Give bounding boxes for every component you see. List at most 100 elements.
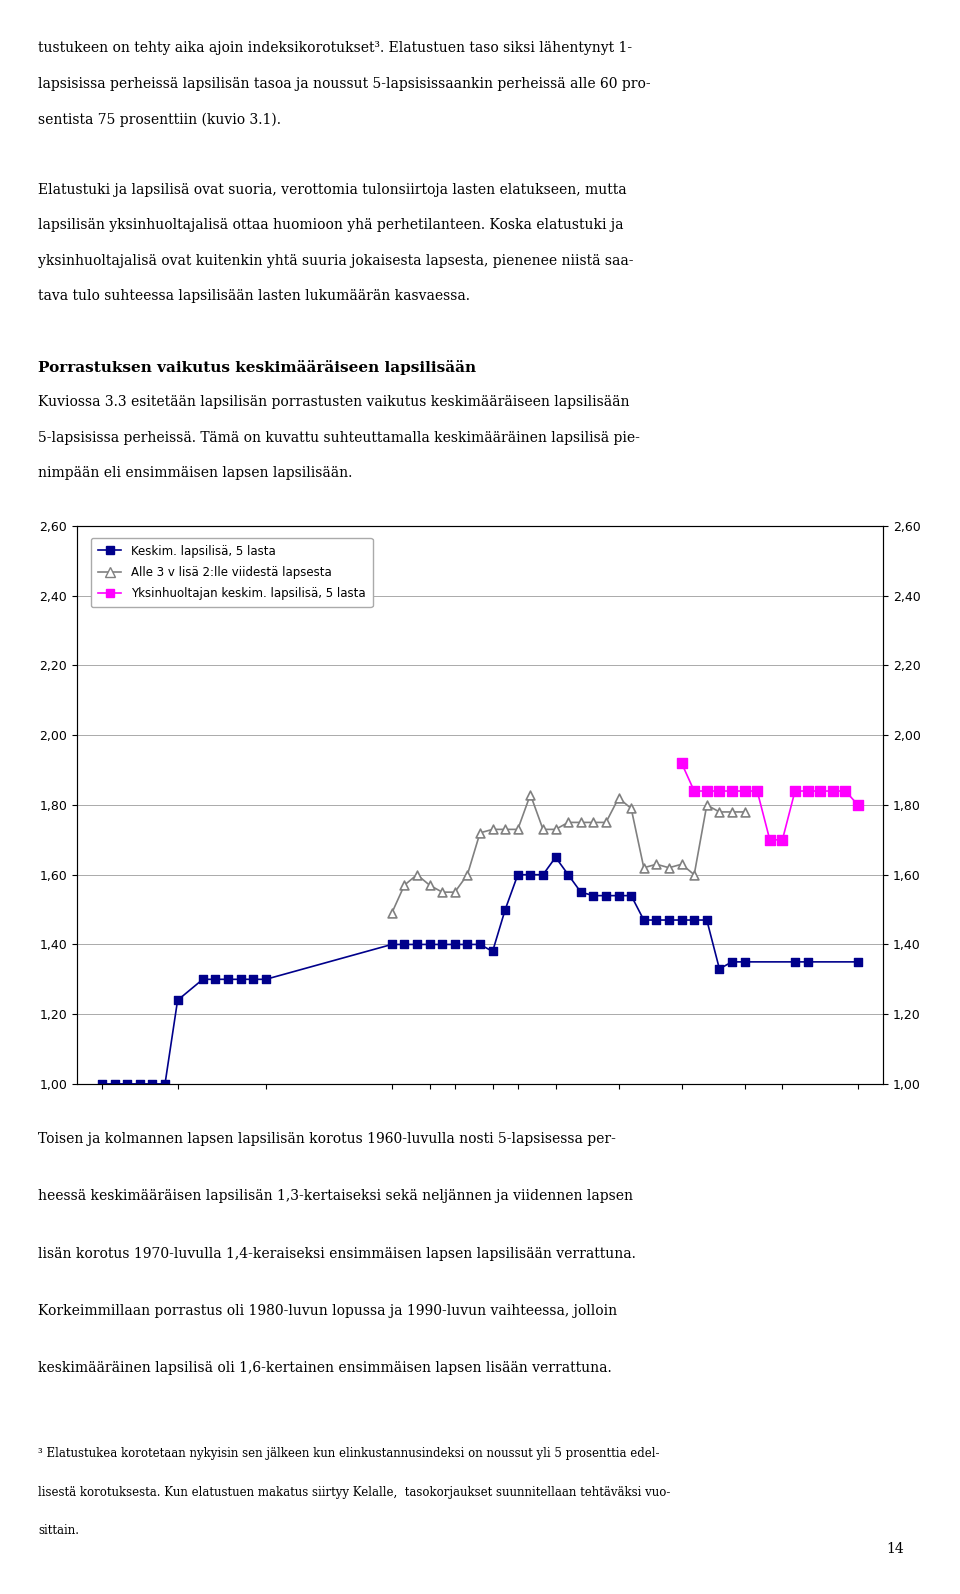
Text: keskimääräinen lapsilisä oli 1,6-kertainen ensimmäisen lapsen lisään verrattuna.: keskimääräinen lapsilisä oli 1,6-kertain… bbox=[38, 1361, 612, 1376]
Point bbox=[233, 966, 249, 991]
Point bbox=[838, 778, 853, 803]
Point bbox=[699, 792, 714, 818]
Point bbox=[548, 816, 564, 842]
Text: 14: 14 bbox=[886, 1541, 904, 1556]
Text: tava tulo suhteessa lapsilisään lasten lukumäärän kasvaessa.: tava tulo suhteessa lapsilisään lasten l… bbox=[38, 289, 470, 303]
Point bbox=[598, 883, 613, 909]
Text: Porrastuksen vaikutus keskimääräiseen lapsilisään: Porrastuksen vaikutus keskimääräiseen la… bbox=[38, 360, 476, 375]
Point bbox=[120, 1071, 135, 1097]
Text: nimpään eli ensimmäisen lapsen lapsilisään.: nimpään eli ensimmäisen lapsen lapsilisä… bbox=[38, 465, 352, 480]
Point bbox=[573, 880, 588, 905]
Point bbox=[510, 862, 525, 888]
Point bbox=[737, 799, 753, 824]
Text: sentista 75 prosenttiin (kuvio 3.1).: sentista 75 prosenttiin (kuvio 3.1). bbox=[38, 112, 281, 126]
Point bbox=[636, 907, 652, 932]
Point bbox=[649, 907, 664, 932]
Text: lapsilisän yksinhuoltajalisä ottaa huomioon yhä perhetilanteen. Koska elatustuki: lapsilisän yksinhuoltajalisä ottaa huomi… bbox=[38, 218, 624, 233]
Point bbox=[132, 1071, 148, 1097]
Point bbox=[851, 948, 866, 974]
Point bbox=[762, 827, 778, 853]
Point bbox=[724, 778, 739, 803]
Point bbox=[611, 883, 626, 909]
Text: lisän korotus 1970-luvulla 1,4-keraiseksi ensimmäisen lapsen lapsilisään verratt: lisän korotus 1970-luvulla 1,4-keraiseks… bbox=[38, 1247, 636, 1261]
Point bbox=[661, 854, 677, 880]
Point bbox=[207, 966, 223, 991]
Point bbox=[737, 948, 753, 974]
Point bbox=[435, 932, 450, 958]
Point bbox=[421, 932, 437, 958]
Point bbox=[107, 1071, 122, 1097]
Point bbox=[787, 778, 803, 803]
Point bbox=[384, 932, 399, 958]
Point bbox=[536, 816, 551, 842]
Point bbox=[536, 862, 551, 888]
Text: Toisen ja kolmannen lapsen lapsilisän korotus 1960-luvulla nosti 5-lapsisessa pe: Toisen ja kolmannen lapsen lapsilisän ko… bbox=[38, 1132, 616, 1146]
Point bbox=[775, 827, 790, 853]
Point bbox=[561, 862, 576, 888]
Point bbox=[460, 932, 475, 958]
Point bbox=[636, 854, 652, 880]
Point bbox=[157, 1071, 173, 1097]
Text: Elatustuki ja lapsilisä ovat suoria, verottomia tulonsiirtoja lasten elatukseen,: Elatustuki ja lapsilisä ovat suoria, ver… bbox=[38, 183, 627, 198]
Point bbox=[384, 901, 399, 926]
Point bbox=[485, 816, 500, 842]
Point bbox=[548, 845, 564, 870]
Point bbox=[787, 948, 803, 974]
Point bbox=[258, 966, 274, 991]
Point bbox=[649, 851, 664, 877]
Point bbox=[851, 792, 866, 818]
Point bbox=[435, 880, 450, 905]
Point bbox=[598, 810, 613, 835]
Point bbox=[396, 872, 412, 897]
Point bbox=[711, 778, 727, 803]
Point bbox=[686, 778, 702, 803]
Point bbox=[737, 778, 753, 803]
Point bbox=[523, 781, 539, 807]
Point bbox=[661, 907, 677, 932]
Point bbox=[396, 932, 412, 958]
Point bbox=[94, 1071, 109, 1097]
Point bbox=[586, 883, 601, 909]
Point bbox=[497, 816, 513, 842]
Point bbox=[573, 810, 588, 835]
Text: yksinhuoltajalisä ovat kuitenkin yhtä suuria jokaisesta lapsesta, pienenee niist: yksinhuoltajalisä ovat kuitenkin yhtä su… bbox=[38, 253, 634, 268]
Point bbox=[497, 897, 513, 923]
Point bbox=[699, 778, 714, 803]
Point bbox=[674, 851, 689, 877]
Point bbox=[421, 872, 437, 897]
Text: Korkeimmillaan porrastus oli 1980-luvun lopussa ja 1990-luvun vaihteessa, jolloi: Korkeimmillaan porrastus oli 1980-luvun … bbox=[38, 1304, 617, 1318]
Point bbox=[800, 778, 815, 803]
Point bbox=[485, 939, 500, 964]
Point bbox=[472, 932, 488, 958]
Point bbox=[447, 932, 463, 958]
Text: 5-lapsisissa perheissä. Tämä on kuvattu suhteuttamalla keskimääräinen lapsilisä : 5-lapsisissa perheissä. Tämä on kuvattu … bbox=[38, 430, 640, 445]
Point bbox=[447, 880, 463, 905]
Text: lisestä korotuksesta. Kun elatustuen makatus siirtyy Kelalle,  tasokorjaukset su: lisestä korotuksesta. Kun elatustuen mak… bbox=[38, 1486, 671, 1498]
Point bbox=[699, 907, 714, 932]
Point bbox=[750, 778, 765, 803]
Point bbox=[686, 907, 702, 932]
Point bbox=[472, 821, 488, 846]
Point bbox=[409, 862, 424, 888]
Point bbox=[812, 778, 828, 803]
Text: ³ Elatustukea korotetaan nykyisin sen jälkeen kun elinkustannusindeksi on noussu: ³ Elatustukea korotetaan nykyisin sen jä… bbox=[38, 1447, 660, 1460]
Point bbox=[510, 816, 525, 842]
Text: lapsisissa perheissä lapsilisän tasoa ja noussut 5-lapsisissaankin perheissä all: lapsisissa perheissä lapsilisän tasoa ja… bbox=[38, 77, 651, 91]
Point bbox=[460, 862, 475, 888]
Point bbox=[409, 932, 424, 958]
Point bbox=[523, 862, 539, 888]
Point bbox=[611, 786, 626, 811]
Point bbox=[220, 966, 236, 991]
Point bbox=[800, 948, 815, 974]
Point bbox=[825, 778, 840, 803]
Point bbox=[724, 948, 739, 974]
Point bbox=[624, 883, 639, 909]
Point bbox=[711, 799, 727, 824]
Point bbox=[586, 810, 601, 835]
Point bbox=[674, 751, 689, 776]
Point bbox=[170, 988, 185, 1014]
Point bbox=[686, 862, 702, 888]
Point bbox=[674, 907, 689, 932]
Text: sittain.: sittain. bbox=[38, 1524, 80, 1537]
Point bbox=[246, 966, 261, 991]
